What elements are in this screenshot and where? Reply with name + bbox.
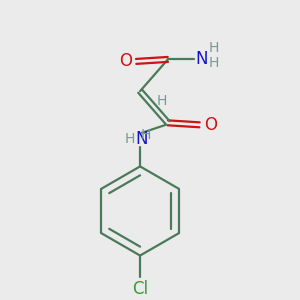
Text: N: N: [195, 50, 208, 68]
Text: O: O: [204, 116, 217, 134]
Text: H: H: [157, 94, 167, 108]
Text: H: H: [208, 56, 219, 70]
Text: H: H: [141, 128, 151, 142]
Text: O: O: [119, 52, 132, 70]
Text: H: H: [208, 40, 219, 55]
Text: Cl: Cl: [132, 280, 148, 298]
Text: H: H: [125, 132, 135, 146]
Text: N: N: [136, 130, 148, 148]
